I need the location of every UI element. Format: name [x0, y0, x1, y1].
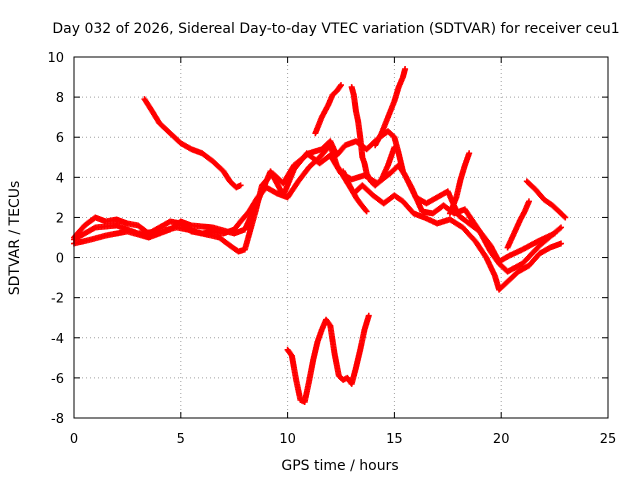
y-tick-label: 8: [56, 91, 64, 106]
data-point: [365, 312, 372, 319]
axes-layer: -8 -6 -4 -2 0 2 4 6 8 10 0 5 10 15 20 25: [47, 51, 616, 447]
data-point: [525, 198, 532, 205]
data-point: [363, 208, 370, 215]
series-mid-rise-late: [504, 198, 532, 251]
data-point: [391, 144, 398, 151]
data-point: [237, 182, 244, 189]
data-point: [562, 214, 569, 221]
y-tick-label: 6: [56, 131, 64, 146]
data-point: [466, 150, 473, 157]
data-point: [402, 66, 409, 73]
data-point: [362, 207, 369, 214]
y-tick-label: 0: [56, 252, 64, 267]
y-tick-label: -2: [51, 292, 64, 307]
series-mid-descent: [340, 168, 370, 215]
data-point: [338, 82, 344, 89]
series-track-c: [71, 142, 565, 293]
y-tick-label: -4: [51, 332, 64, 347]
x-tick-label: 0: [70, 432, 78, 447]
data-point: [561, 213, 568, 220]
series-rise-to-8.6: [312, 82, 344, 137]
series-early-decline: [141, 96, 244, 191]
x-tick-label: 20: [493, 432, 510, 447]
data-points-layer: [71, 66, 569, 405]
y-tick-label: -8: [51, 412, 64, 427]
y-tick-label: -6: [51, 372, 64, 387]
plot-frame: [73, 56, 609, 419]
data-point: [556, 225, 563, 232]
y-tick-label: 2: [56, 211, 64, 226]
series-spike-8.4: [348, 84, 398, 189]
x-tick-label: 25: [600, 432, 617, 447]
series-spike-9.4: [372, 66, 409, 149]
x-tick-label: 10: [279, 432, 296, 447]
y-axis-label: SDTVAR / TECUs: [7, 181, 23, 296]
data-point: [558, 224, 565, 231]
y-tick-label: 10: [47, 51, 64, 66]
series-late-up-right: [523, 178, 569, 221]
series-negative-arc: [284, 312, 372, 405]
chart-title: Day 032 of 2026, Sidereal Day-to-day VTE…: [52, 21, 619, 37]
data-point: [558, 240, 565, 247]
x-axis-label: GPS time / hours: [281, 458, 398, 474]
x-tick-label: 15: [386, 432, 403, 447]
series-track-a: [71, 128, 565, 275]
series-spike-5.2: [446, 150, 473, 217]
series-track-b: [71, 150, 558, 265]
y-tick-label: 4: [56, 171, 64, 186]
x-tick-label: 5: [177, 432, 185, 447]
data-point: [551, 230, 558, 237]
